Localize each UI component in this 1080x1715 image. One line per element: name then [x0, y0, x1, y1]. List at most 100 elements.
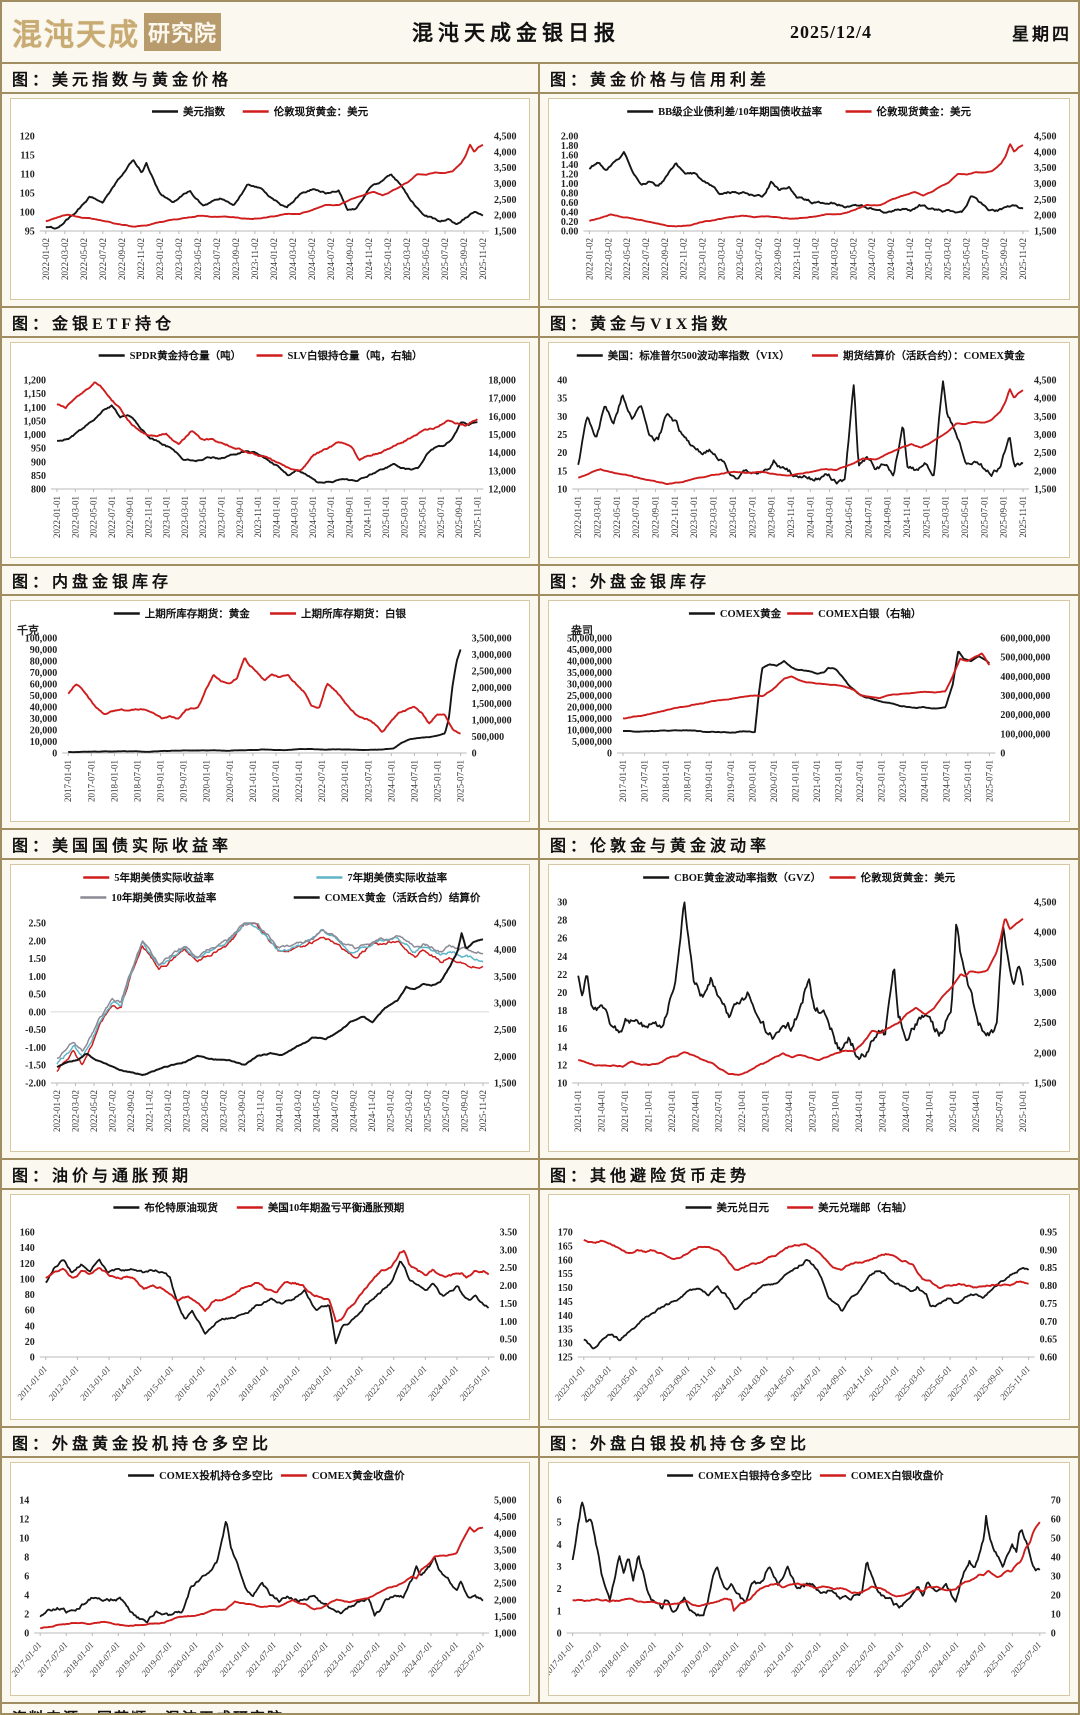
svg-text:12: 12 [19, 1515, 29, 1526]
series-line [45, 1249, 490, 1323]
svg-text:80,000: 80,000 [30, 657, 58, 668]
svg-text:2022-03-01: 2022-03-01 [70, 496, 80, 538]
svg-text:2024-09-02: 2024-09-02 [886, 238, 896, 280]
svg-text:2025-05-02: 2025-05-02 [961, 238, 971, 280]
series-line [588, 151, 1024, 214]
svg-text:2023-10-01: 2023-10-01 [831, 1090, 841, 1132]
svg-text:2022-09-02: 2022-09-02 [660, 238, 670, 280]
svg-text:2022-07-01: 2022-07-01 [714, 1090, 724, 1132]
svg-text:-0.50: -0.50 [25, 1025, 46, 1036]
svg-text:CBOE黄金波动率指数（GVZ）: CBOE黄金波动率指数（GVZ） [674, 871, 821, 884]
svg-text:2023-07-01: 2023-07-01 [747, 496, 757, 538]
chart-title-safe-haven-fx: 图：其他避险货币走势 [540, 1160, 1078, 1190]
svg-text:5: 5 [557, 1518, 562, 1529]
svg-text:2024-07-02: 2024-07-02 [330, 1090, 340, 1132]
svg-text:14: 14 [19, 1496, 29, 1507]
svg-text:1,150: 1,150 [24, 389, 47, 400]
svg-text:2020-01-01: 2020-01-01 [202, 760, 212, 802]
series-line [577, 901, 1024, 1061]
svg-text:30: 30 [557, 898, 567, 909]
chart-cell-gold-volatility: 图：伦敦金与黄金波动率 CBOE黄金波动率指数（GVZ） 伦敦现货黄金：美元 30 28… [540, 830, 1078, 1158]
svg-text:100,000: 100,000 [25, 634, 58, 645]
svg-text:2.00: 2.00 [561, 132, 579, 143]
svg-text:2025-03-01: 2025-03-01 [399, 496, 409, 538]
svg-text:22: 22 [557, 970, 567, 981]
svg-text:2021-01-01: 2021-01-01 [248, 760, 258, 802]
svg-text:2025-01-01: 2025-01-01 [433, 760, 443, 802]
chart-cell-domestic-inventory: 图：内盘金银库存 上期所库存期货：黄金 上期所库存期货：白银 千克 100,000 90,… [2, 566, 540, 828]
svg-text:2022-05-02: 2022-05-02 [89, 1090, 99, 1132]
chart-area: 上期所库存期货：黄金 上期所库存期货：白银 千克 100,000 90,000 80,00… [2, 596, 538, 828]
svg-text:0: 0 [52, 749, 57, 760]
series-line [56, 932, 484, 1077]
svg-text:160: 160 [20, 1228, 35, 1239]
svg-text:30,000: 30,000 [30, 714, 58, 725]
svg-text:150: 150 [558, 1283, 573, 1294]
chart-comex-inventory: COMEX黄金 COMEX白银（右轴） 盎司 50,000,000 45,000,000… [548, 600, 1070, 822]
chart-area: SPDR黄金持仓量（吨） SLV白银持仓量（吨，右轴） 1,200 1,150 1,10… [2, 338, 538, 564]
svg-text:50,000: 50,000 [30, 691, 58, 702]
svg-text:2,000: 2,000 [1034, 211, 1057, 222]
svg-text:2023-01-01: 2023-01-01 [877, 760, 887, 802]
chart-area: 美国：标准普尔500波动率指数（VIX） 期货结算价（活跃合约）：COMEX黄金 4… [540, 338, 1078, 564]
svg-text:1,500: 1,500 [1034, 227, 1057, 238]
svg-text:2024-01-02: 2024-01-02 [274, 1090, 284, 1132]
svg-text:2022-07-01: 2022-07-01 [317, 760, 327, 802]
series-line [589, 143, 1024, 228]
svg-text:70: 70 [1051, 1496, 1061, 1507]
svg-text:1,500: 1,500 [494, 227, 517, 238]
svg-text:2023-03-01: 2023-03-01 [180, 496, 190, 538]
svg-text:40: 40 [1051, 1553, 1061, 1564]
svg-text:140: 140 [558, 1311, 573, 1322]
svg-text:8: 8 [24, 1553, 29, 1564]
svg-text:14: 14 [557, 1042, 567, 1053]
chart-title-comex-inventory: 图：外盘金银库存 [540, 566, 1078, 596]
svg-text:2022-03-02: 2022-03-02 [603, 238, 613, 280]
svg-text:2021-07-01: 2021-07-01 [812, 760, 822, 802]
svg-text:2025-05-02: 2025-05-02 [421, 238, 431, 280]
chart-area: COMEX白银持仓多空比 COMEX白银收盘价 6 5 4 3 2 1 0 70 60 50 40 30 2… [540, 1458, 1078, 1702]
svg-text:2019-01-01: 2019-01-01 [156, 760, 166, 802]
svg-text:15,000: 15,000 [488, 430, 516, 441]
svg-text:美元兑瑞郎（右轴）: 美元兑瑞郎（右轴） [818, 1201, 913, 1214]
svg-text:2023-09-01: 2023-09-01 [767, 496, 777, 538]
svg-text:2023-07-01: 2023-07-01 [807, 1090, 817, 1132]
svg-text:5年期美债实际收益率: 5年期美债实际收益率 [114, 871, 214, 884]
svg-text:2023-01-02: 2023-01-02 [698, 238, 708, 280]
svg-text:1,000,000: 1,000,000 [472, 716, 512, 727]
svg-text:2017-01-01: 2017-01-01 [618, 760, 628, 802]
svg-text:2025-09-02: 2025-09-02 [459, 1090, 469, 1132]
svg-text:2025-01-01: 2025-01-01 [381, 496, 391, 538]
chart-gold-volatility: CBOE黄金波动率指数（GVZ） 伦敦现货黄金：美元 30 28 26 24 22 20 18 1… [548, 864, 1070, 1152]
chart-title-gold-silver-etf: 图：金银ETF持仓 [2, 308, 538, 338]
svg-text:1,500: 1,500 [494, 1079, 517, 1090]
chart-usd-index-gold: 美元指数 伦敦现货黄金：美元 120 115 110 105 100 95 4,500 4,000… [10, 98, 530, 300]
svg-text:2,000: 2,000 [1034, 1048, 1057, 1059]
svg-text:600,000,000: 600,000,000 [1000, 634, 1050, 645]
svg-text:2025-05-01: 2025-05-01 [960, 496, 970, 538]
svg-text:4,000: 4,000 [1034, 394, 1057, 405]
svg-text:40: 40 [25, 1321, 35, 1332]
svg-text:0: 0 [607, 749, 612, 760]
chart-title-silver-spec-ratio: 图：外盘白银投机持仓多空比 [540, 1428, 1078, 1458]
svg-text:2023-05-02: 2023-05-02 [200, 1090, 210, 1132]
svg-text:2025-01-02: 2025-01-02 [385, 1090, 395, 1132]
svg-text:0.60: 0.60 [1040, 1353, 1058, 1364]
svg-text:2023-05-01: 2023-05-01 [198, 496, 208, 538]
svg-text:2025-07-02: 2025-07-02 [440, 238, 450, 280]
svg-text:SLV白银持仓量（吨，右轴）: SLV白银持仓量（吨，右轴） [288, 349, 423, 362]
svg-text:3,500: 3,500 [494, 1545, 517, 1556]
chart-cell-gold-spec-ratio: 图：外盘黄金投机持仓多空比 COMEX投机持仓多空比 COMEX黄金收盘价 14 12 1… [2, 1428, 540, 1702]
svg-text:10: 10 [557, 485, 567, 496]
series-line [56, 922, 484, 1065]
svg-text:2023-01-01: 2023-01-01 [162, 496, 172, 538]
svg-text:2023-01-01: 2023-01-01 [689, 496, 699, 538]
svg-text:2023-05-02: 2023-05-02 [193, 238, 203, 280]
svg-text:10: 10 [1051, 1610, 1061, 1621]
svg-text:2025-07-01: 2025-07-01 [995, 1090, 1005, 1132]
svg-text:110: 110 [20, 170, 34, 181]
svg-text:2025-07-01: 2025-07-01 [979, 496, 989, 538]
svg-text:20: 20 [25, 1337, 35, 1348]
svg-text:2025-07-01: 2025-07-01 [456, 760, 466, 802]
svg-text:2025-09-01: 2025-09-01 [999, 496, 1009, 538]
